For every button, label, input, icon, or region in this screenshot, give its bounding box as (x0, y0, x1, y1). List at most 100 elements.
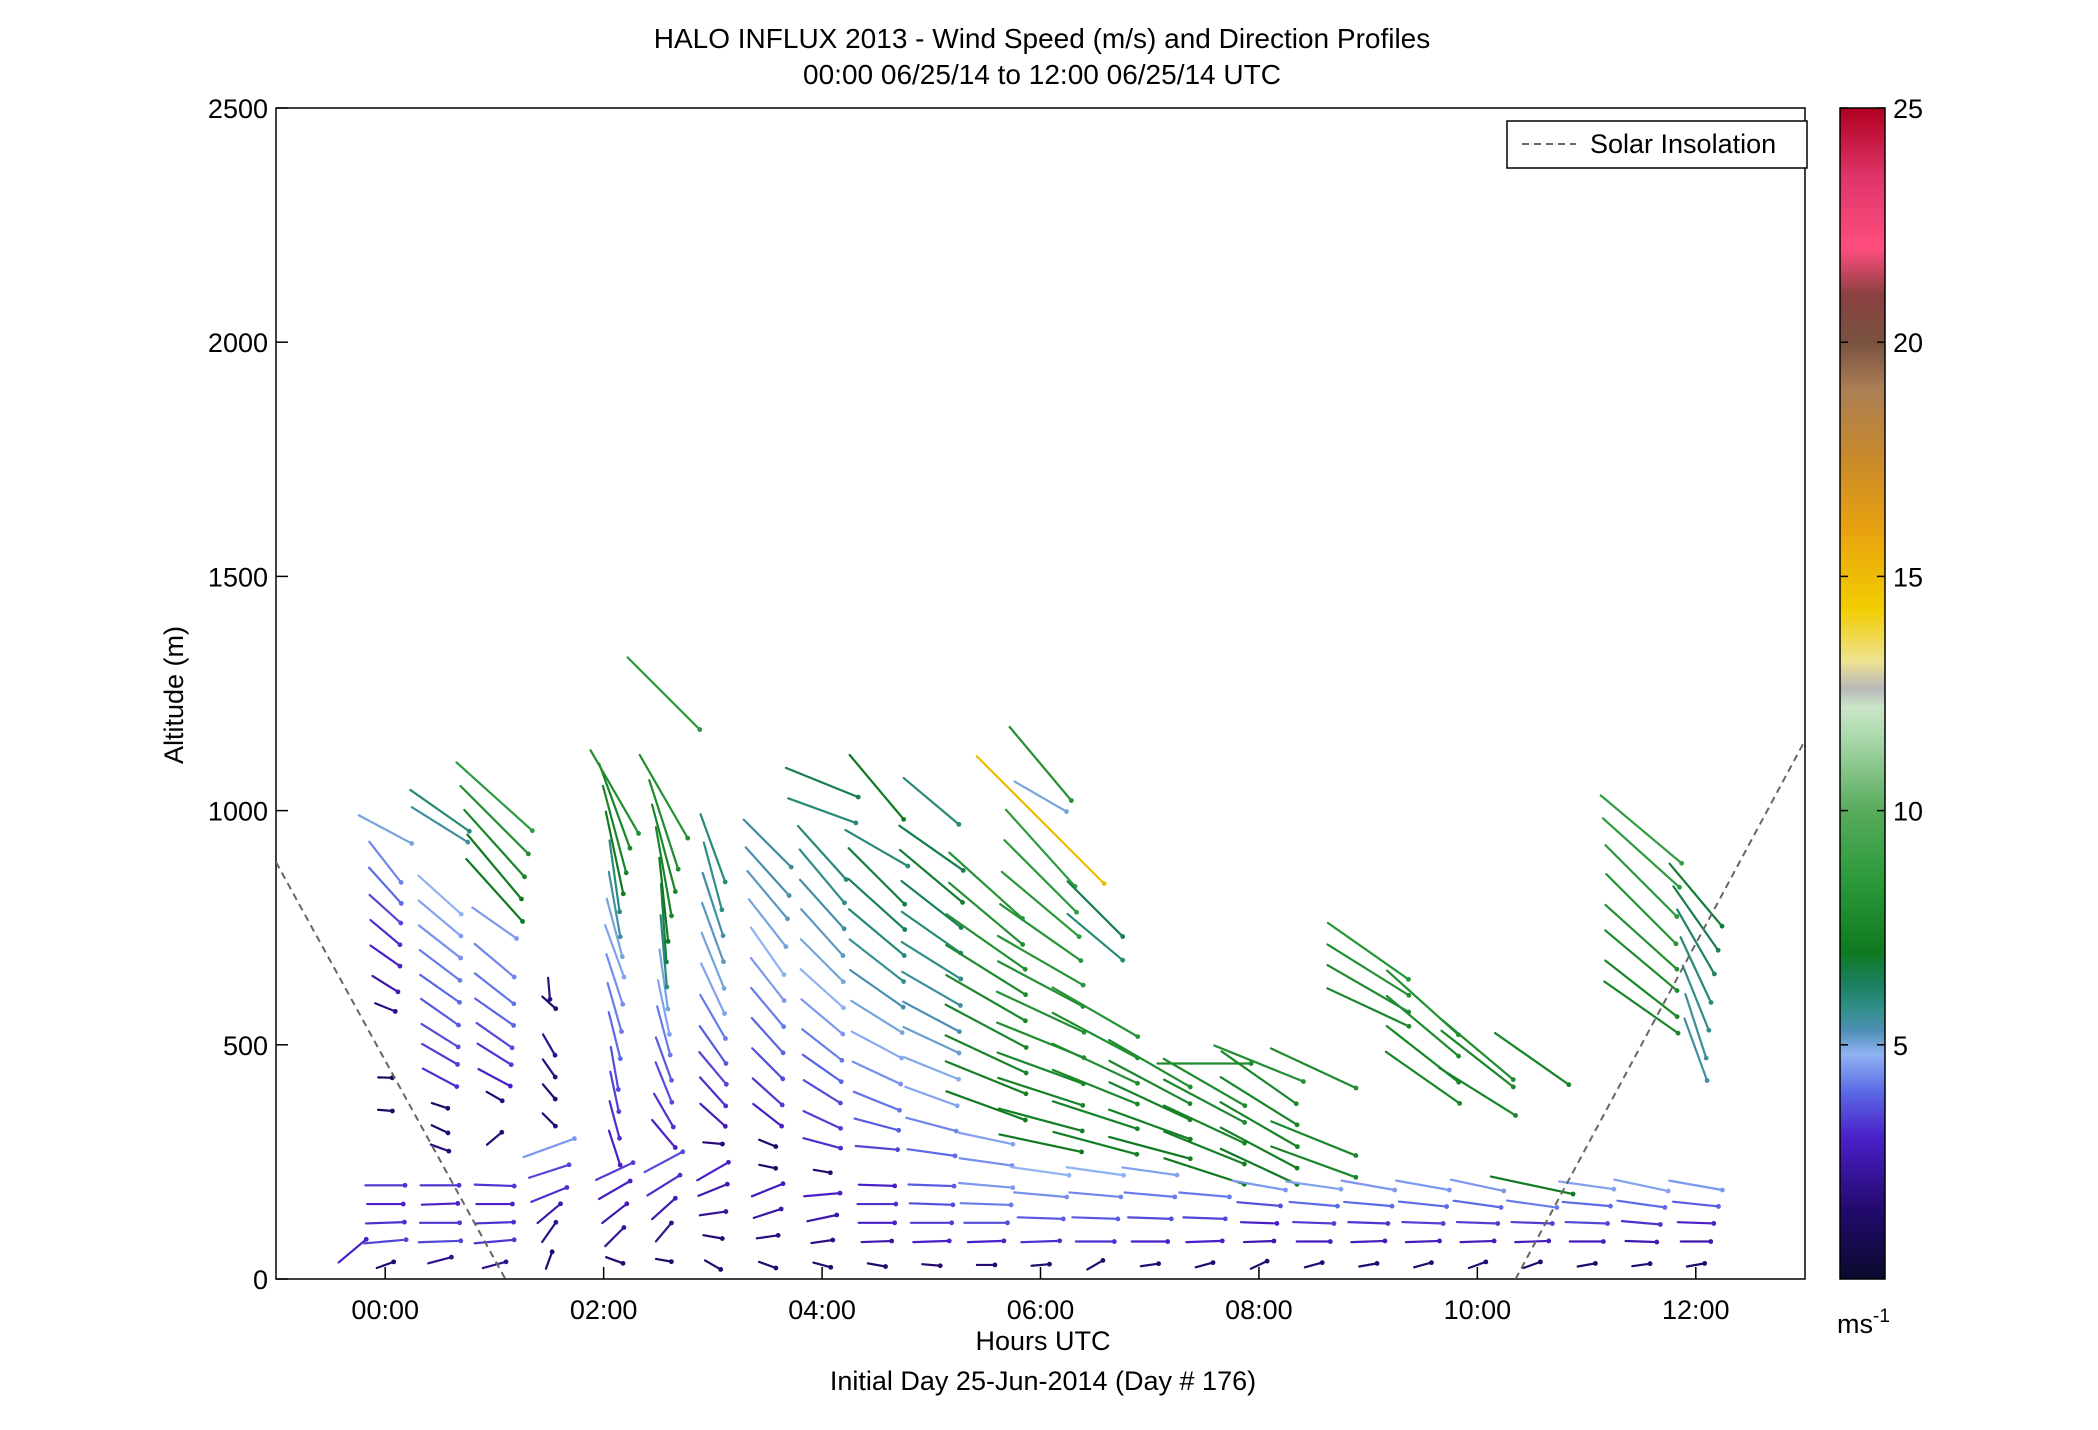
wind-vector-head (1272, 1239, 1277, 1244)
wind-vector-head (1121, 1173, 1126, 1178)
wind-vector-head (780, 1102, 785, 1107)
wind-vector-head (572, 1136, 577, 1141)
wind-vector-head (512, 1184, 517, 1189)
wind-vector-head (1135, 1081, 1140, 1086)
wind-vector-head (618, 1056, 623, 1061)
wind-vector-head (519, 897, 524, 902)
wind-vector-head (1120, 934, 1125, 939)
wind-vector (419, 1241, 461, 1242)
wind-vector-head (530, 828, 535, 833)
wind-vector-head (558, 1201, 563, 1206)
wind-vector (422, 1203, 458, 1204)
wind-vector-head (1242, 1120, 1247, 1125)
wind-vector-head (841, 979, 846, 984)
wind-vector-head (458, 978, 463, 983)
wind-vector (1457, 1222, 1498, 1223)
wind-vector-head (697, 727, 702, 732)
wind-vector-head (514, 936, 519, 941)
wind-vector-head (454, 1084, 459, 1089)
wind-vector (1406, 1241, 1440, 1242)
wind-vector-head (636, 831, 641, 836)
wind-vector-head (838, 1146, 843, 1151)
wind-vector-head (1169, 1216, 1174, 1221)
wind-vector-head (957, 1029, 962, 1034)
wind-vector-head (1601, 1239, 1606, 1244)
wind-vector-head (902, 927, 907, 932)
wind-vector-head (723, 1104, 728, 1109)
y-tick-label: 2500 (208, 94, 268, 124)
wind-vector-head (449, 1255, 454, 1260)
wind-vector-head (960, 900, 965, 905)
wind-vector-head (1024, 1091, 1029, 1096)
wind-vector-head (854, 821, 859, 826)
wind-vector-head (550, 1249, 555, 1254)
wind-vector-head (1078, 958, 1083, 963)
wind-vector-head (554, 1220, 559, 1225)
wind-vector-head (1386, 1221, 1391, 1226)
wind-vector-head (1242, 1162, 1247, 1167)
wind-vector (1566, 1222, 1608, 1223)
wind-vector-head (564, 1185, 569, 1190)
wind-vector-head (1375, 1261, 1380, 1266)
wind-vector-head (1188, 1085, 1193, 1090)
wind-vector-head (1676, 1031, 1681, 1036)
wind-vector-head (624, 1201, 629, 1206)
wind-vector-head (838, 1126, 843, 1131)
wind-vector-head (1223, 1216, 1228, 1221)
wind-vector-head (393, 1009, 398, 1014)
wind-vector-head (839, 1079, 844, 1084)
wind-vector-head (720, 1142, 725, 1147)
wind-vector-head (1437, 1239, 1442, 1244)
wind-vector-head (409, 841, 414, 846)
wind-vector-head (725, 1182, 730, 1187)
x-axis-label: Hours UTC (975, 1326, 1110, 1356)
wind-vector-head (620, 954, 625, 959)
wind-vector-head (669, 1259, 674, 1264)
wind-vector-head (1608, 1204, 1613, 1209)
wind-vector-head (511, 1220, 516, 1225)
wind-vector-head (949, 1220, 954, 1225)
wind-vector (968, 1241, 1004, 1242)
wind-vector-head (779, 1124, 784, 1129)
wind-vector-head (1353, 1153, 1358, 1158)
wind-vector-head (1383, 1239, 1388, 1244)
wind-vector-head (669, 1100, 674, 1105)
wind-vector-head (1483, 1259, 1488, 1264)
wind-vector-head (1135, 1034, 1140, 1039)
wind-vector-head (1024, 1071, 1029, 1076)
wind-vector-head (892, 1184, 897, 1189)
wind-vector-head (1120, 958, 1125, 963)
wind-vector-head (669, 1221, 674, 1226)
wind-vector-head (898, 1082, 903, 1087)
wind-vector-head (781, 1050, 786, 1055)
wind-vector-head (899, 1056, 904, 1061)
chart-title: HALO INFLUX 2013 - Wind Speed (m/s) and … (654, 23, 1431, 54)
wind-vector-head (1010, 1142, 1015, 1147)
wind-vector-head (1010, 1185, 1015, 1190)
wind-vector-head (467, 829, 472, 834)
wind-vector-head (723, 880, 728, 885)
wind-vector-head (856, 795, 861, 800)
wind-vector-head (457, 1183, 462, 1188)
wind-vector-head (787, 893, 792, 898)
wind-vector-head (1658, 1222, 1663, 1227)
legend: Solar Insolation (1507, 121, 1807, 168)
wind-vector-head (553, 1075, 558, 1080)
wind-vector-head (399, 880, 404, 885)
wind-vector-head (622, 975, 627, 980)
wind-vector-head (1447, 1188, 1452, 1193)
wind-vector-head (842, 926, 847, 931)
wind-vector-head (553, 1006, 558, 1011)
wind-vector-head (1057, 1238, 1062, 1243)
wind-vector-head (1720, 924, 1725, 929)
wind-vector-head (1705, 1078, 1710, 1083)
wind-vector-head (1320, 1260, 1325, 1265)
wind-vector-head (1295, 1166, 1300, 1171)
wind-vector-head (1429, 1260, 1434, 1265)
wind-vector-head (673, 1196, 678, 1201)
wind-vector-head (446, 1131, 451, 1136)
wind-vector-head (1242, 1103, 1247, 1108)
wind-vector-head (1499, 1205, 1504, 1210)
wind-vector-head (1023, 1118, 1028, 1123)
